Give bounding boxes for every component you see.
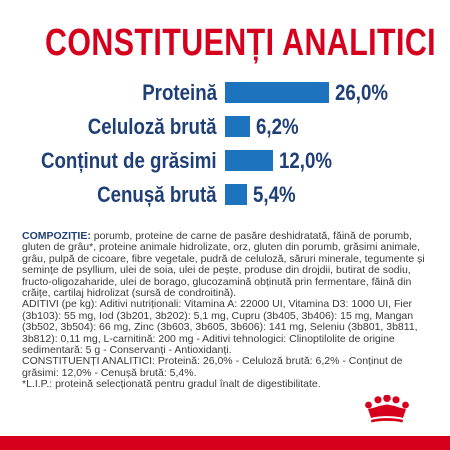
bar-value-label: 5,4%: [253, 182, 296, 207]
composition-text: porumb, proteine de carne de pasăre desh…: [22, 230, 425, 300]
bar: [225, 82, 329, 103]
analytic-bar-chart: Proteină 26,0% Celuloză brută 6,2% Conținut …: [0, 76, 450, 216]
additives-paragraph: ADITIVI (pe kg): Aditivi nutriționali: V…: [22, 298, 418, 357]
composition-label: COMPOZIȚIE:: [22, 230, 91, 242]
bar: [225, 116, 250, 137]
bar-value-label: 26,0%: [335, 80, 389, 105]
bar: [225, 150, 273, 171]
composition-paragraph: COMPOZIȚIE: porumb, proteine de carne de…: [22, 230, 434, 300]
lip-footnote: *L.I.P.: proteină selecționată pentru gr…: [22, 378, 321, 391]
brand-footer-bar: [0, 436, 450, 450]
royal-canin-crown-logo: [365, 395, 409, 423]
page-title: CONSTITUENȚI ANALITICI: [45, 22, 437, 64]
analytic-constituents-paragraph: CONSTITUENȚI ANALITICI: Proteină: 26,0% …: [22, 355, 403, 379]
bar-label: Cenușă brută: [97, 182, 217, 207]
bar-value-label: 12,0%: [279, 148, 333, 173]
ingredients-text: COMPOZIȚIE: porumb, proteine de carne de…: [22, 230, 434, 391]
bar-value-label: 6,2%: [256, 114, 299, 139]
bar-label: Conținut de grăsimi: [41, 148, 217, 173]
bar: [225, 184, 247, 205]
bar-label: Celuloză brută: [88, 114, 217, 139]
bar-label: Proteină: [142, 80, 217, 105]
